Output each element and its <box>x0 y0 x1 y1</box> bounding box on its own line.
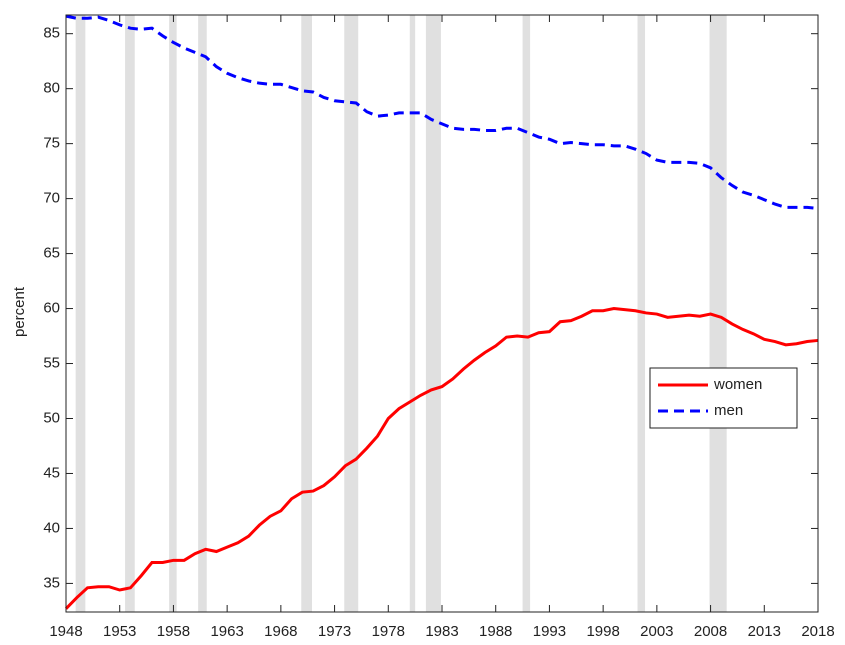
legend-label: women <box>713 376 762 393</box>
y-tick-label: 35 <box>43 574 60 591</box>
y-tick-label: 40 <box>43 519 60 536</box>
recession-band <box>301 15 313 612</box>
y-tick-label: 55 <box>43 354 60 371</box>
recession-band <box>425 15 441 612</box>
legend-label: men <box>714 402 743 419</box>
x-tick-label: 1993 <box>533 623 566 640</box>
recession-band <box>198 15 207 612</box>
y-tick-label: 65 <box>43 245 60 262</box>
x-tick-label: 1968 <box>264 623 297 640</box>
y-tick-label: 60 <box>43 300 60 317</box>
x-tick-label: 1973 <box>318 623 351 640</box>
y-tick-label: 80 <box>43 80 60 97</box>
x-tick-label: 1988 <box>479 623 512 640</box>
recession-band <box>522 15 531 612</box>
y-tick-label: 75 <box>43 135 60 152</box>
x-tick-label: 1948 <box>49 623 82 640</box>
x-tick-label: 1963 <box>210 623 243 640</box>
y-tick-label: 45 <box>43 464 60 481</box>
x-tick-label: 2018 <box>801 623 834 640</box>
axes-frame <box>65 14 819 613</box>
x-tick-label: 1978 <box>372 623 405 640</box>
x-tick-label: 2003 <box>640 623 673 640</box>
y-tick-label: 50 <box>43 409 60 426</box>
recession-band <box>637 15 646 612</box>
recession-band <box>125 15 135 612</box>
x-tick-label: 1953 <box>103 623 136 640</box>
x-tick-label: 1983 <box>425 623 458 640</box>
recession-band <box>169 15 177 612</box>
recession-band <box>709 15 727 612</box>
recession-band <box>409 15 416 612</box>
x-tick-label: 1998 <box>586 623 619 640</box>
x-tick-label: 2013 <box>748 623 781 640</box>
line <box>64 307 819 610</box>
y-axis-label: percent <box>11 286 28 337</box>
line <box>65 14 819 210</box>
recession-band <box>75 15 86 612</box>
legend-box <box>649 367 798 429</box>
y-tick-label: 85 <box>43 25 60 42</box>
x-tick-label: 2008 <box>694 623 727 640</box>
y-tick-label: 70 <box>43 190 60 207</box>
x-tick-label: 1958 <box>157 623 190 640</box>
